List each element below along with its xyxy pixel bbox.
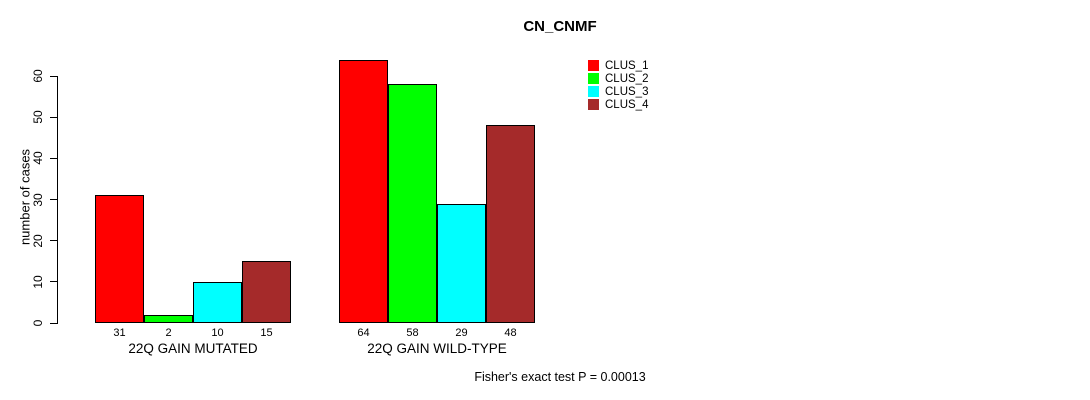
y-axis-tick-label: 10 bbox=[31, 275, 45, 289]
y-axis-tick-label: 0 bbox=[31, 319, 45, 327]
y-axis-tick bbox=[50, 240, 57, 242]
bar bbox=[486, 125, 535, 323]
y-axis-tick bbox=[50, 199, 57, 200]
chart-title: CN_CNMF bbox=[523, 18, 597, 35]
y-axis-tick-label: 30 bbox=[31, 192, 45, 207]
y-axis-tick bbox=[50, 157, 57, 159]
y-axis-tick-label: 50 bbox=[31, 110, 45, 124]
x-axis-group-label: 22Q GAIN MUTATED bbox=[128, 341, 258, 356]
bar-value-label: 2 bbox=[165, 327, 172, 339]
legend-swatch bbox=[588, 86, 599, 97]
bar bbox=[144, 314, 193, 323]
legend-swatch bbox=[588, 99, 599, 110]
bar-value-label: 58 bbox=[406, 327, 419, 339]
bar bbox=[242, 261, 291, 323]
bar-value-label: 64 bbox=[357, 327, 370, 339]
bar-value-label: 29 bbox=[455, 327, 468, 339]
y-axis-tick bbox=[50, 75, 57, 77]
bar-value-label: 31 bbox=[113, 327, 126, 339]
bar-value-label: 15 bbox=[260, 327, 273, 339]
bar bbox=[437, 203, 486, 323]
legend-label: CLUS_2 bbox=[605, 73, 649, 85]
bar-value-label: 48 bbox=[504, 327, 517, 339]
annotation-text: Fisher's exact test P = 0.00013 bbox=[474, 370, 646, 384]
legend-swatch bbox=[588, 60, 599, 71]
y-axis-tick bbox=[50, 116, 57, 118]
y-axis-tick-label: 20 bbox=[31, 233, 45, 248]
legend-label: CLUS_4 bbox=[605, 99, 649, 111]
y-axis-tick-label: 40 bbox=[31, 151, 45, 166]
y-axis-tick-label: 60 bbox=[31, 69, 45, 83]
y-axis bbox=[57, 76, 58, 324]
bar bbox=[95, 195, 144, 323]
legend-label: CLUS_1 bbox=[605, 60, 649, 72]
legend-label: CLUS_3 bbox=[605, 86, 649, 98]
bar bbox=[193, 281, 242, 323]
bar bbox=[388, 84, 437, 323]
y-axis-tick bbox=[50, 281, 57, 283]
x-axis-group-label: 22Q GAIN WILD-TYPE bbox=[367, 341, 507, 356]
bar bbox=[339, 59, 388, 323]
y-axis-tick bbox=[50, 322, 57, 324]
bar-value-label: 10 bbox=[211, 327, 224, 339]
legend-swatch bbox=[588, 73, 599, 84]
